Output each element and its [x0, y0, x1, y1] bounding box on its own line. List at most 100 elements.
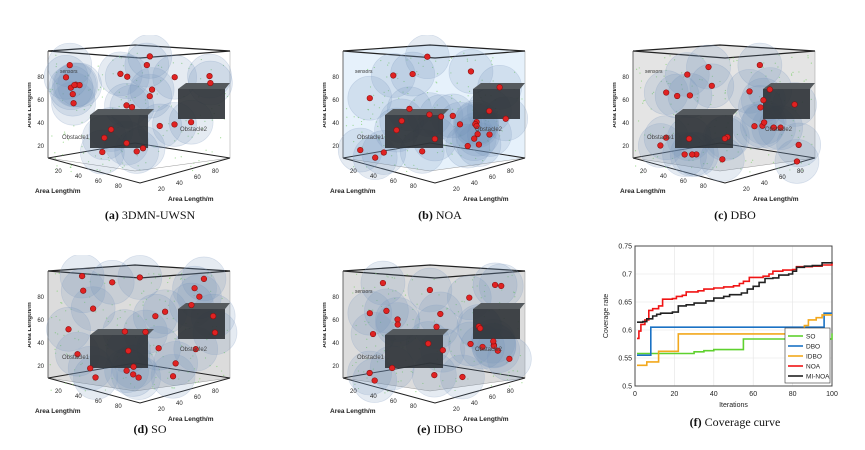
sensor-point: [455, 303, 457, 306]
sensor-point: [353, 141, 355, 143]
y-tick-label: 0.5: [622, 384, 632, 391]
sensor-point: [55, 168, 57, 171]
sensor-point: [453, 126, 455, 128]
sensor-point: [660, 80, 662, 82]
sensor-point: [55, 65, 57, 68]
panel-c-3d-plot: Obstacle1 Obstacle2 sensors 20 40 60 80 Area Le…: [613, 42, 822, 203]
sensor-point: [750, 71, 752, 74]
sensor-point: [422, 65, 424, 67]
sensor-point: [422, 382, 424, 385]
sensor-point: [81, 81, 83, 84]
sensor-point: [458, 144, 461, 146]
sensor-node: [393, 127, 400, 134]
sensor-point: [368, 309, 370, 311]
sensor-point: [56, 63, 58, 65]
sensor-point: [211, 119, 213, 121]
sensor-node: [490, 338, 497, 345]
sensor-point: [145, 102, 147, 104]
sensor-point: [61, 154, 64, 156]
sensor-point: [200, 78, 202, 80]
z-tick-label: 40: [37, 121, 44, 127]
sensor-point: [78, 93, 80, 95]
sensor-point: [84, 75, 86, 77]
sensor-point: [726, 150, 728, 152]
sensor-point: [129, 304, 131, 306]
obstacle1-top: [385, 109, 449, 115]
sensor-point: [732, 57, 734, 59]
sensor-point: [404, 164, 406, 166]
sensor-point: [417, 326, 419, 329]
sensor-point: [81, 362, 83, 364]
sensor-point: [159, 274, 161, 276]
sensor-node: [793, 158, 801, 165]
sensor-point: [446, 308, 449, 310]
sensor-node: [795, 141, 802, 148]
sensor-point: [397, 381, 399, 383]
sensor-point: [672, 132, 674, 134]
sensor-point: [375, 345, 377, 347]
sensor-point: [145, 162, 147, 164]
coverage-curve-chart: 0 20 40 60 80 100 0.5 0.55 0.6 0.65 0.7 0.75 Iterati…: [603, 244, 838, 410]
sensor-point: [386, 275, 388, 277]
sensor-point: [412, 308, 414, 311]
x-axis-label: Area Length/m: [35, 188, 81, 195]
sensor-point: [55, 54, 57, 56]
sensor-point: [403, 290, 405, 292]
sensor-point: [166, 317, 168, 320]
sensor-point: [670, 103, 672, 105]
sensor-node: [152, 313, 159, 320]
sensor-point: [97, 65, 99, 67]
sensor-point: [159, 299, 161, 301]
sensor-node: [494, 347, 501, 354]
sensor-node: [211, 329, 219, 336]
sensor-point: [209, 365, 211, 367]
sensor-point: [492, 375, 495, 377]
sensor-node: [107, 126, 115, 133]
sensor-point: [67, 139, 70, 141]
sensor-point: [635, 165, 637, 167]
sensor-point: [489, 149, 491, 151]
obstacle2: [473, 303, 525, 339]
sensor-point: [190, 165, 192, 167]
sensor-point: [207, 162, 209, 164]
sensor-node: [721, 135, 728, 142]
legend-label-dbo: DBO: [806, 344, 820, 351]
obstacle2-box: [473, 309, 520, 339]
sensor-point: [156, 288, 158, 291]
sensor-point: [463, 52, 465, 54]
sensor-point: [436, 152, 439, 154]
sensor-point: [457, 108, 459, 110]
sensor-point: [642, 100, 645, 102]
x-tick-label: 20: [350, 169, 357, 175]
sensor-point: [118, 91, 120, 93]
sensor-point: [107, 320, 109, 323]
obstacle1: [385, 329, 449, 368]
x-tick-label: 60: [680, 179, 687, 185]
sensor-point: [355, 273, 358, 275]
sensor-point: [653, 91, 655, 94]
sensor-point: [807, 55, 809, 57]
sensor-point: [514, 296, 516, 298]
sensor-point: [800, 162, 802, 164]
sensor-node: [689, 151, 696, 158]
x-axis-label: Area Length/m: [330, 408, 376, 415]
sensor-node: [383, 307, 390, 314]
sensor-point: [170, 105, 173, 107]
sensor-point: [345, 108, 348, 110]
sensor-point: [124, 311, 126, 313]
sensor-point: [367, 68, 369, 71]
sensor-node: [502, 115, 509, 122]
sensor-point: [168, 371, 170, 373]
sensor-point: [88, 138, 90, 140]
sensor-point: [765, 75, 767, 77]
sensor-point: [798, 130, 801, 132]
sensor-point: [99, 169, 101, 171]
sensor-point: [187, 135, 189, 137]
sensor-node: [130, 371, 137, 378]
legend-label-noa: NOA: [806, 364, 821, 371]
sensor-node: [751, 123, 758, 130]
sensor-node: [425, 340, 432, 347]
obstacle1-top: [675, 109, 739, 115]
sensor-point: [509, 385, 511, 387]
